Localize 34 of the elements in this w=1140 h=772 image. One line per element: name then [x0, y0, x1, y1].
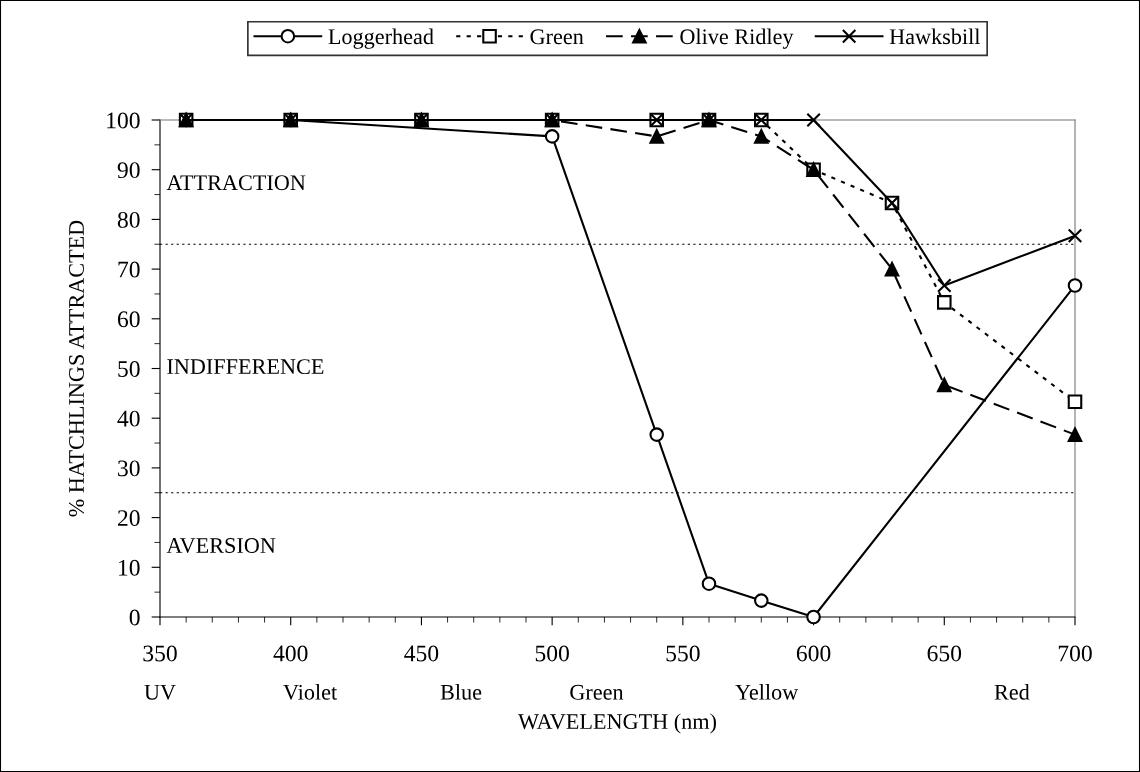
x-tick-label: 550	[666, 645, 700, 662]
legend-label: Loggerhead	[328, 28, 434, 49]
y-tick-label: 80	[117, 211, 140, 228]
y-tick-label: 50	[118, 360, 140, 377]
text: Red	[994, 684, 1030, 700]
x-tick-label: 600	[796, 645, 831, 662]
y-tick-label: 60	[117, 311, 140, 328]
y-tick-label: 30	[118, 460, 140, 477]
text: Blue	[440, 684, 482, 700]
x-axis-title: WAVELENGTH (nm)	[518, 713, 716, 734]
text: Yellow	[735, 684, 799, 700]
x-tick-label: 350	[143, 645, 177, 662]
legend-label: Green	[530, 29, 584, 45]
y-tick-label: 20	[117, 510, 140, 527]
annotation: AVERSION	[166, 538, 276, 554]
legend-label: Olive Ridley	[680, 28, 794, 49]
legend-label: Hawksbill	[889, 28, 981, 45]
y-tick-label: 90	[117, 162, 140, 179]
y-tick-label: 70	[118, 261, 140, 278]
annotation: ATTRACTION	[166, 175, 306, 191]
y-axis-title: % HATCHLINGS ATTRACTED	[68, 220, 85, 517]
x-tick-label: 650	[927, 645, 962, 662]
x-tick-label: 700	[1058, 645, 1092, 662]
x-tick-label: 450	[404, 645, 439, 662]
y-tick-label: 40	[117, 410, 140, 427]
x-tick-label: 400	[273, 645, 308, 662]
text: Green	[570, 684, 624, 700]
y-tick-label: 100	[107, 112, 140, 129]
x-tick-label: 500	[535, 645, 569, 662]
text: UV	[144, 684, 176, 700]
y-tick-label: 10	[119, 559, 140, 576]
text: Violet	[283, 684, 338, 700]
annotation: INDIFFERENCE	[167, 359, 324, 375]
y-tick-label: 0	[129, 609, 140, 626]
